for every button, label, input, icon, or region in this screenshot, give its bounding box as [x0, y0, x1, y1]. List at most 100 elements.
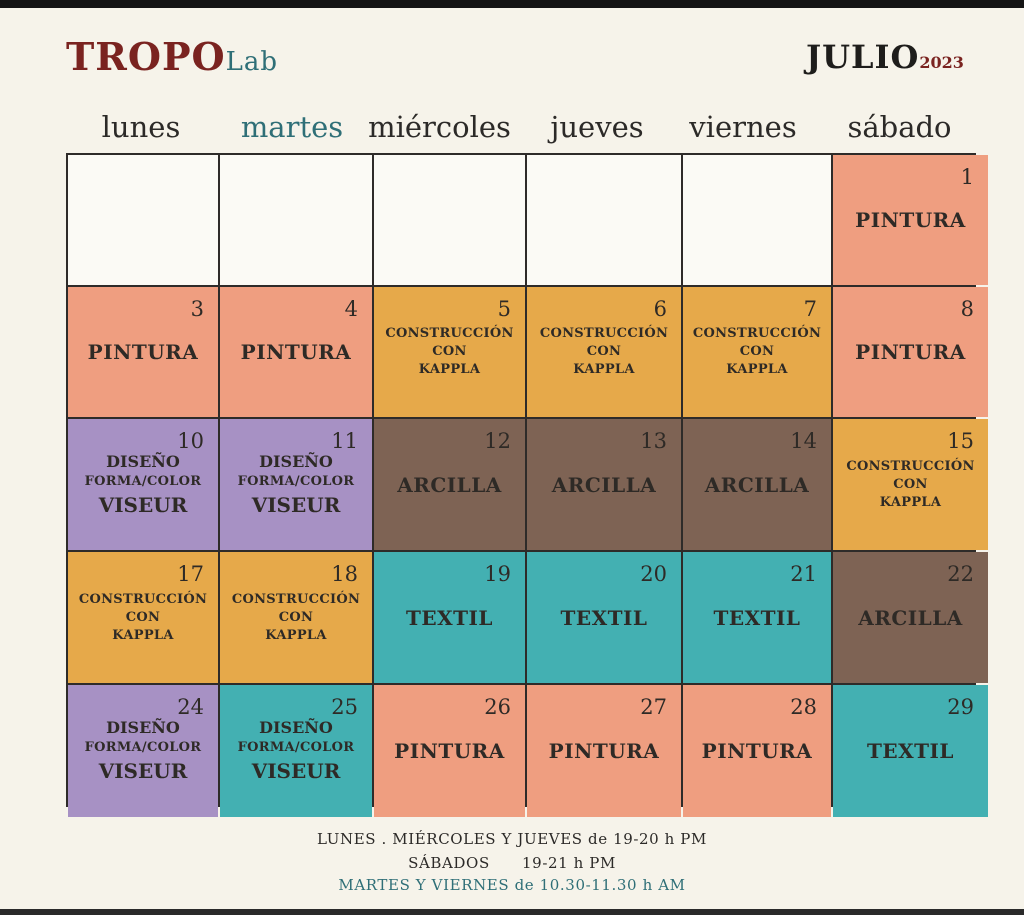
activity-label: CONSTRUCCIÓN	[692, 326, 822, 341]
calendar-cell-empty	[220, 155, 372, 285]
calendar-cell-day-25[interactable]: 25 DISEÑO FORMA/COLOR VISEUR	[220, 685, 372, 817]
day-number: 3	[190, 297, 204, 321]
brand-sub: Lab	[225, 47, 279, 77]
activity-label: DISEÑO	[106, 451, 180, 471]
weekday-sabado: sábado	[847, 110, 952, 144]
calendar-cell-empty	[68, 155, 218, 285]
activity-label: TEXTIL	[867, 739, 954, 763]
activity-label: ARCILLA	[551, 472, 657, 497]
calendar-cell-day-12[interactable]: 12 ARCILLA	[374, 419, 525, 550]
calendar-cell-day-18[interactable]: 18 CONSTRUCCIÓN CON KAPPLA	[220, 552, 372, 683]
day-number: 14	[790, 429, 817, 453]
activity-label: DISEÑO	[106, 718, 180, 737]
calendar-cell-day-10[interactable]: 10 DISEÑO FORMA/COLOR VISEUR	[68, 419, 218, 550]
day-number: 15	[947, 429, 974, 453]
calendar-cell-day-1[interactable]: 1 PINTURA	[833, 155, 988, 285]
activity-label: DISEÑO	[259, 451, 333, 471]
calendar-cell-day-3[interactable]: 3 PINTURA	[68, 287, 218, 417]
activity-label: KAPPLA	[265, 627, 327, 643]
bottom-border	[0, 909, 1024, 915]
activity-label: ARCILLA	[858, 605, 963, 630]
calendar-cell-day-24[interactable]: 24 DISEÑO FORMA/COLOR VISEUR	[68, 685, 218, 817]
activity-label: FORMA/COLOR	[237, 740, 355, 755]
activity-label: TEXTIL	[713, 605, 801, 630]
activity-label: VISEUR	[98, 492, 188, 517]
calendar-cell-day-8[interactable]: 8 PINTURA	[833, 287, 988, 417]
brand-logo: TROPOLab	[66, 34, 278, 79]
month-year: 2023	[919, 53, 964, 72]
calendar-cell-day-17[interactable]: 17 CONSTRUCCIÓN CON KAPPLA	[68, 552, 218, 683]
day-number: 19	[484, 562, 511, 586]
activity-label: DISEÑO	[259, 718, 333, 737]
activity-label: FORMA/COLOR	[84, 473, 202, 489]
activity-label: CONSTRUCCIÓN	[385, 326, 514, 341]
day-number: 24	[177, 695, 204, 719]
activity-label: PINTURA	[394, 739, 505, 763]
calendar-cell-day-4[interactable]: 4 PINTURA	[220, 287, 372, 417]
calendar-cell-day-13[interactable]: 13 ARCILLA	[527, 419, 681, 550]
activity-label: KAPPLA	[879, 494, 942, 510]
day-number: 10	[177, 429, 204, 453]
day-number: 26	[484, 695, 511, 719]
calendar-cell-empty	[527, 155, 681, 285]
activity-label: VISEUR	[98, 759, 188, 783]
activity-label: VISEUR	[251, 492, 341, 517]
activity-label: CONSTRUCCIÓN	[846, 458, 975, 474]
day-number: 4	[344, 297, 358, 321]
day-number: 8	[960, 297, 974, 321]
activity-label: ARCILLA	[397, 472, 502, 497]
calendar-cell-day-11[interactable]: 11 DISEÑO FORMA/COLOR VISEUR	[220, 419, 372, 550]
activity-label: FORMA/COLOR	[237, 473, 355, 489]
schedule-line-1: LUNES . MIÉRCOLES Y JUEVES de 19-20 h PM	[317, 830, 707, 848]
month-name: JULIO	[806, 38, 920, 76]
activity-label: TEXTIL	[406, 605, 493, 630]
calendar-cell-day-29[interactable]: 29 TEXTIL	[833, 685, 988, 817]
activity-label: PINTURA	[548, 739, 660, 763]
activity-label: CON	[893, 476, 928, 492]
activity-label: CON	[739, 344, 775, 359]
day-number: 17	[177, 562, 204, 586]
weekday-martes: martes	[240, 110, 344, 144]
month-title: JULIO2023	[806, 38, 964, 76]
calendar-cell-day-19[interactable]: 19 TEXTIL	[374, 552, 525, 683]
activity-label: PINTURA	[87, 340, 199, 364]
weekday-viernes: viernes	[689, 110, 797, 144]
activity-label: TEXTIL	[560, 605, 648, 630]
day-number: 6	[653, 297, 667, 321]
day-number: 12	[484, 429, 511, 453]
activity-label: PINTURA	[855, 208, 966, 232]
day-number: 21	[790, 562, 817, 586]
day-number: 22	[947, 562, 974, 586]
activity-label: CONSTRUCCIÓN	[231, 591, 361, 607]
activity-label: CON	[432, 344, 467, 359]
calendar-cell-day-22[interactable]: 22 ARCILLA	[833, 552, 988, 683]
activity-label: VISEUR	[251, 759, 341, 783]
calendar-cell-day-15[interactable]: 15 CONSTRUCCIÓN CON KAPPLA	[833, 419, 988, 550]
activity-label: KAPPLA	[112, 627, 174, 643]
calendar-cell-day-14[interactable]: 14 ARCILLA	[683, 419, 831, 550]
activity-label: CONSTRUCCIÓN	[78, 591, 208, 607]
calendar-cell-day-28[interactable]: 28 PINTURA	[683, 685, 831, 817]
calendar-cell-day-20[interactable]: 20 TEXTIL	[527, 552, 681, 683]
day-number: 20	[640, 562, 667, 586]
top-border	[0, 0, 1024, 8]
activity-label: CON	[586, 344, 622, 359]
day-number: 25	[331, 695, 358, 719]
activity-label: CONSTRUCCIÓN	[539, 326, 669, 341]
activity-label: ARCILLA	[704, 472, 810, 497]
day-number: 7	[803, 297, 817, 321]
activity-label: KAPPLA	[418, 362, 481, 377]
calendar-cell-day-27[interactable]: 27 PINTURA	[527, 685, 681, 817]
activity-label: KAPPLA	[726, 362, 788, 377]
activity-label: PINTURA	[701, 739, 813, 763]
day-number: 5	[497, 297, 511, 321]
calendar-cell-day-21[interactable]: 21 TEXTIL	[683, 552, 831, 683]
schedule-line-3: MARTES Y VIERNES de 10.30-11.30 h AM	[338, 876, 686, 894]
activity-label: PINTURA	[240, 340, 352, 364]
calendar-cell-day-26[interactable]: 26 PINTURA	[374, 685, 525, 817]
activity-label: PINTURA	[855, 340, 966, 364]
calendar-cell-day-6[interactable]: 6 CONSTRUCCIÓN CON KAPPLA	[527, 287, 681, 417]
activity-label: CON	[278, 609, 314, 625]
calendar-cell-day-5[interactable]: 5 CONSTRUCCIÓN CON KAPPLA	[374, 287, 525, 417]
calendar-cell-day-7[interactable]: 7 CONSTRUCCIÓN CON KAPPLA	[683, 287, 831, 417]
